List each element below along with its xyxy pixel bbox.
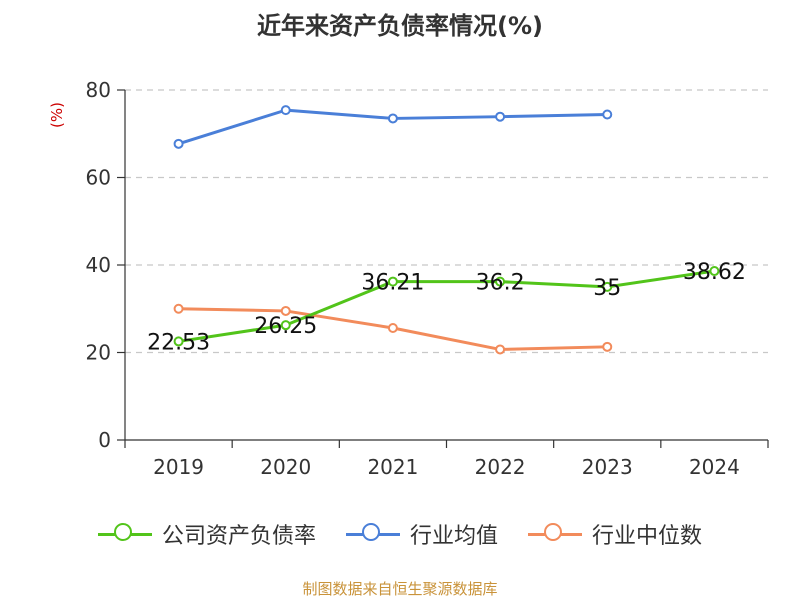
- data-point: [280, 105, 291, 116]
- data-label: 22.53: [147, 330, 210, 355]
- data-point: [387, 276, 398, 287]
- data-point: [602, 281, 613, 292]
- x-tick-label: 2022: [475, 455, 526, 479]
- legend-swatch-icon: [528, 522, 582, 546]
- data-label: 35: [593, 276, 621, 301]
- y-tick-label: 80: [86, 78, 111, 102]
- chart-title: 近年来资产负债率情况(%): [257, 12, 543, 40]
- y-tick-label: 20: [86, 341, 111, 365]
- chart-legend: 公司资产负债率 行业均值 行业中位数: [0, 518, 800, 550]
- y-tick-label: 60: [86, 166, 111, 190]
- x-tick-label: 2020: [260, 455, 311, 479]
- data-label: 36.2: [476, 271, 525, 296]
- data-point: [173, 303, 184, 314]
- data-point: [387, 113, 398, 124]
- x-tick-label: 2021: [367, 455, 418, 479]
- legend-label: 行业中位数: [592, 524, 703, 549]
- series-line: [178, 269, 715, 343]
- data-point: [387, 323, 398, 333]
- data-label: 26.25: [254, 314, 317, 339]
- y-tick-label: 40: [86, 253, 111, 277]
- data-point: [173, 336, 184, 347]
- data-point: [280, 305, 291, 316]
- legend-swatch-icon: [97, 522, 152, 546]
- data-source-note: 制图数据来自恒生聚源数据库: [302, 580, 498, 598]
- data-point: [495, 111, 506, 122]
- x-tick-label: 2023: [582, 455, 633, 479]
- data-point: [173, 138, 184, 149]
- data-label: 36.21: [361, 271, 424, 296]
- legend-item[interactable]: 公司资产负债率: [97, 518, 316, 550]
- data-point: [495, 276, 506, 287]
- data-point: [602, 341, 613, 352]
- y-tick-label: 0: [98, 428, 111, 452]
- data-point: [602, 109, 613, 120]
- legend-label: 公司资产负债率: [161, 524, 316, 549]
- data-point: [280, 320, 291, 331]
- legend-item[interactable]: 行业均值: [345, 518, 498, 550]
- data-point: [495, 344, 506, 355]
- legend-swatch-icon: [345, 522, 400, 546]
- data-point: [709, 266, 720, 277]
- x-tick-label: 2019: [153, 455, 204, 479]
- legend-item[interactable]: 行业中位数: [528, 518, 702, 550]
- x-tick-label: 2024: [689, 455, 740, 479]
- data-label: 38.62: [683, 260, 746, 285]
- legend-label: 行业均值: [409, 524, 498, 549]
